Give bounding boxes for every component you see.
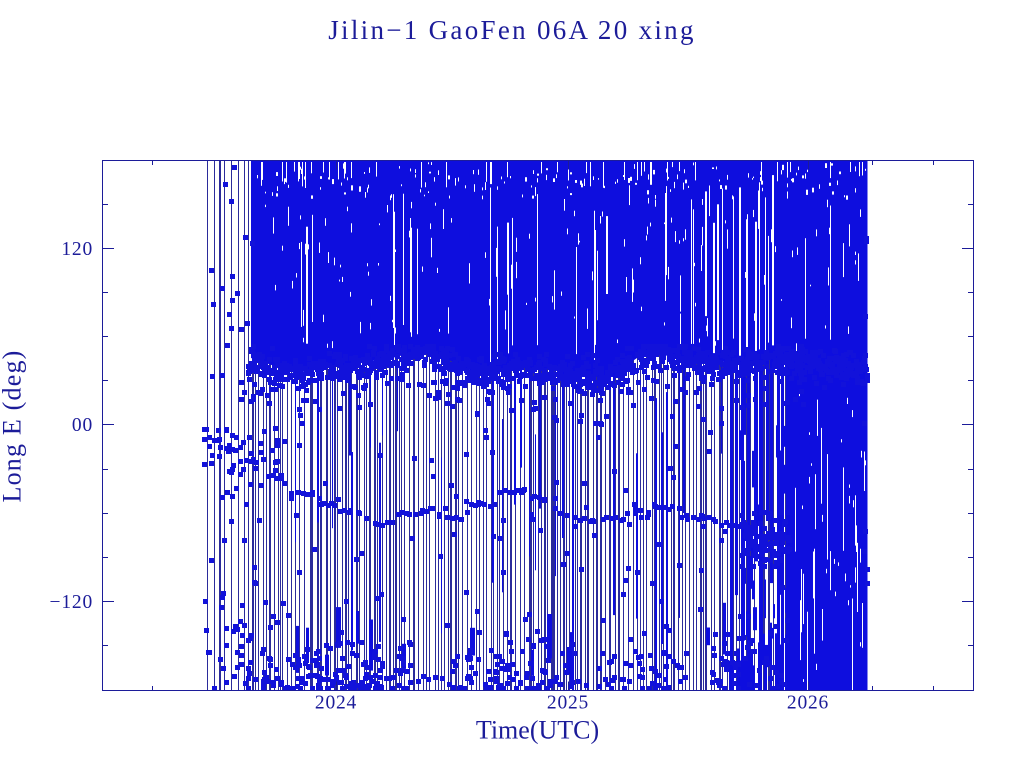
svg-text:Jilin−1 GaoFen 06A 20 xing: Jilin−1 GaoFen 06A 20 xing bbox=[328, 15, 696, 45]
svg-text:−120: −120 bbox=[50, 592, 93, 613]
svg-text:120: 120 bbox=[61, 239, 93, 260]
svg-text:Time(UTC): Time(UTC) bbox=[476, 716, 599, 745]
svg-text:2024: 2024 bbox=[315, 693, 357, 714]
svg-text:2026: 2026 bbox=[787, 693, 829, 714]
svg-text:2025: 2025 bbox=[547, 693, 589, 714]
svg-text:00: 00 bbox=[72, 415, 93, 436]
svg-text:Long E (deg): Long E (deg) bbox=[0, 349, 27, 502]
